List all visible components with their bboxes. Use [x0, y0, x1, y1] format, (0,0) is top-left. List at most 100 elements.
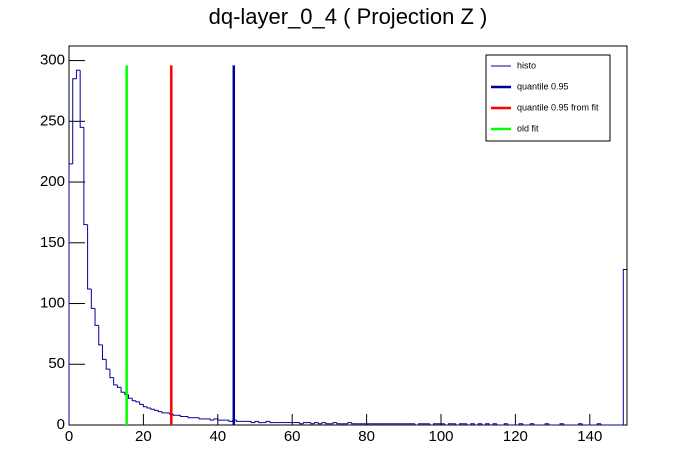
histogram-bin — [622, 269, 627, 425]
histogram-bin — [302, 422, 308, 424]
histogram-bin — [529, 423, 534, 425]
histogram-bin — [299, 422, 304, 425]
histogram-bin — [68, 163, 73, 425]
histogram-bin — [258, 421, 263, 424]
histogram-bin — [128, 394, 133, 399]
histogram-bin — [447, 423, 453, 425]
histogram-bin — [109, 369, 114, 379]
histogram-bin — [314, 422, 319, 424]
legend-label: histo — [517, 60, 536, 70]
histogram-bin — [548, 423, 553, 426]
histogram-bin — [180, 415, 185, 417]
histogram-bin — [83, 127, 88, 226]
histogram-bin — [235, 420, 241, 422]
histogram-bin — [157, 410, 162, 413]
histogram-bin — [142, 404, 148, 408]
histogram-bin — [187, 416, 192, 419]
histogram-bin — [265, 420, 270, 423]
histogram-bin — [87, 224, 92, 290]
histogram-bin — [79, 70, 84, 128]
histogram-bin — [135, 400, 140, 403]
y-tick-label: 100 — [40, 294, 65, 311]
histogram-bin — [351, 422, 356, 425]
histogram-bin — [473, 423, 479, 426]
histogram-bin — [459, 423, 464, 425]
histogram-bin — [507, 423, 512, 426]
histogram-bin — [254, 420, 259, 423]
histogram-bin — [228, 420, 233, 422]
y-tick-label: 0 — [57, 416, 65, 433]
x-tick-label: 80 — [358, 428, 375, 445]
histogram-bin — [336, 422, 341, 425]
histogram-bin — [332, 422, 337, 424]
histogram-bin — [518, 423, 523, 425]
histogram-bin — [433, 423, 438, 425]
histogram-bin — [146, 406, 151, 409]
histogram-bin — [496, 423, 501, 426]
histogram-bin — [213, 418, 218, 421]
histogram-bin — [139, 401, 144, 405]
histogram-bin — [150, 407, 155, 410]
histogram-bin — [522, 423, 527, 426]
histogram-bin — [161, 411, 166, 414]
histogram-bin — [209, 418, 215, 421]
legend-label: quantile 0.95 — [517, 81, 569, 91]
histogram-bin — [321, 422, 326, 424]
histogram-bin — [75, 69, 81, 79]
histogram-bin — [113, 377, 118, 386]
histogram-bin — [481, 423, 486, 426]
y-tick-label: 250 — [40, 112, 65, 129]
histogram-bin — [578, 423, 583, 425]
x-tick-label: 60 — [284, 428, 301, 445]
histogram-bin — [544, 423, 549, 425]
histogram-bin — [559, 423, 564, 425]
histogram-bin — [90, 288, 96, 309]
histogram-bin — [98, 325, 103, 346]
histogram-bin — [414, 423, 419, 426]
histogram-bin — [101, 344, 107, 360]
histogram-bin — [325, 422, 330, 425]
histogram-bin — [198, 417, 203, 420]
histogram-bin — [596, 423, 601, 425]
x-tick-label: 120 — [503, 428, 528, 445]
histogram-bin — [94, 308, 99, 326]
histogram-bin — [444, 423, 449, 426]
histogram-bin — [72, 78, 77, 164]
histogram-bin — [105, 359, 110, 370]
legend-label: quantile 0.95 from fit — [517, 102, 599, 112]
chart-title: dq-layer_0_4 ( Projection Z ) — [209, 4, 488, 29]
histogram-bin — [347, 422, 352, 424]
x-tick-label: 140 — [577, 428, 602, 445]
histogram-bin — [172, 414, 177, 416]
x-tick-label: 0 — [65, 428, 73, 445]
histogram-bin — [477, 423, 482, 425]
y-tick-label: 50 — [48, 355, 65, 372]
histogram-bin — [485, 423, 490, 425]
histogram-bin — [217, 418, 222, 421]
x-tick-label: 100 — [428, 428, 453, 445]
histogram-bin — [269, 421, 274, 424]
histogram-bin — [503, 423, 508, 425]
histogram-bin — [429, 423, 434, 426]
legend-label: old fit — [517, 123, 539, 133]
histogram-bin — [466, 423, 471, 426]
y-tick-label: 300 — [40, 52, 65, 69]
histogram-bin — [154, 409, 159, 411]
histogram-bin — [455, 423, 460, 426]
histogram-bin — [120, 387, 125, 393]
x-tick-label: 20 — [135, 428, 152, 445]
histogram-bin — [131, 398, 136, 402]
histogram-bin — [470, 423, 475, 425]
histogram-bin — [317, 422, 322, 425]
x-tick-label: 40 — [209, 428, 226, 445]
histogram-bin — [116, 384, 122, 388]
histogram-bin — [488, 423, 494, 426]
histogram-bin — [492, 423, 497, 425]
histogram-bin — [600, 423, 605, 426]
histogram-bin — [563, 423, 568, 426]
y-tick-label: 200 — [40, 173, 65, 190]
histogram-bin — [533, 423, 538, 426]
histogram-bin — [418, 423, 423, 425]
histogram-bin — [310, 422, 315, 425]
